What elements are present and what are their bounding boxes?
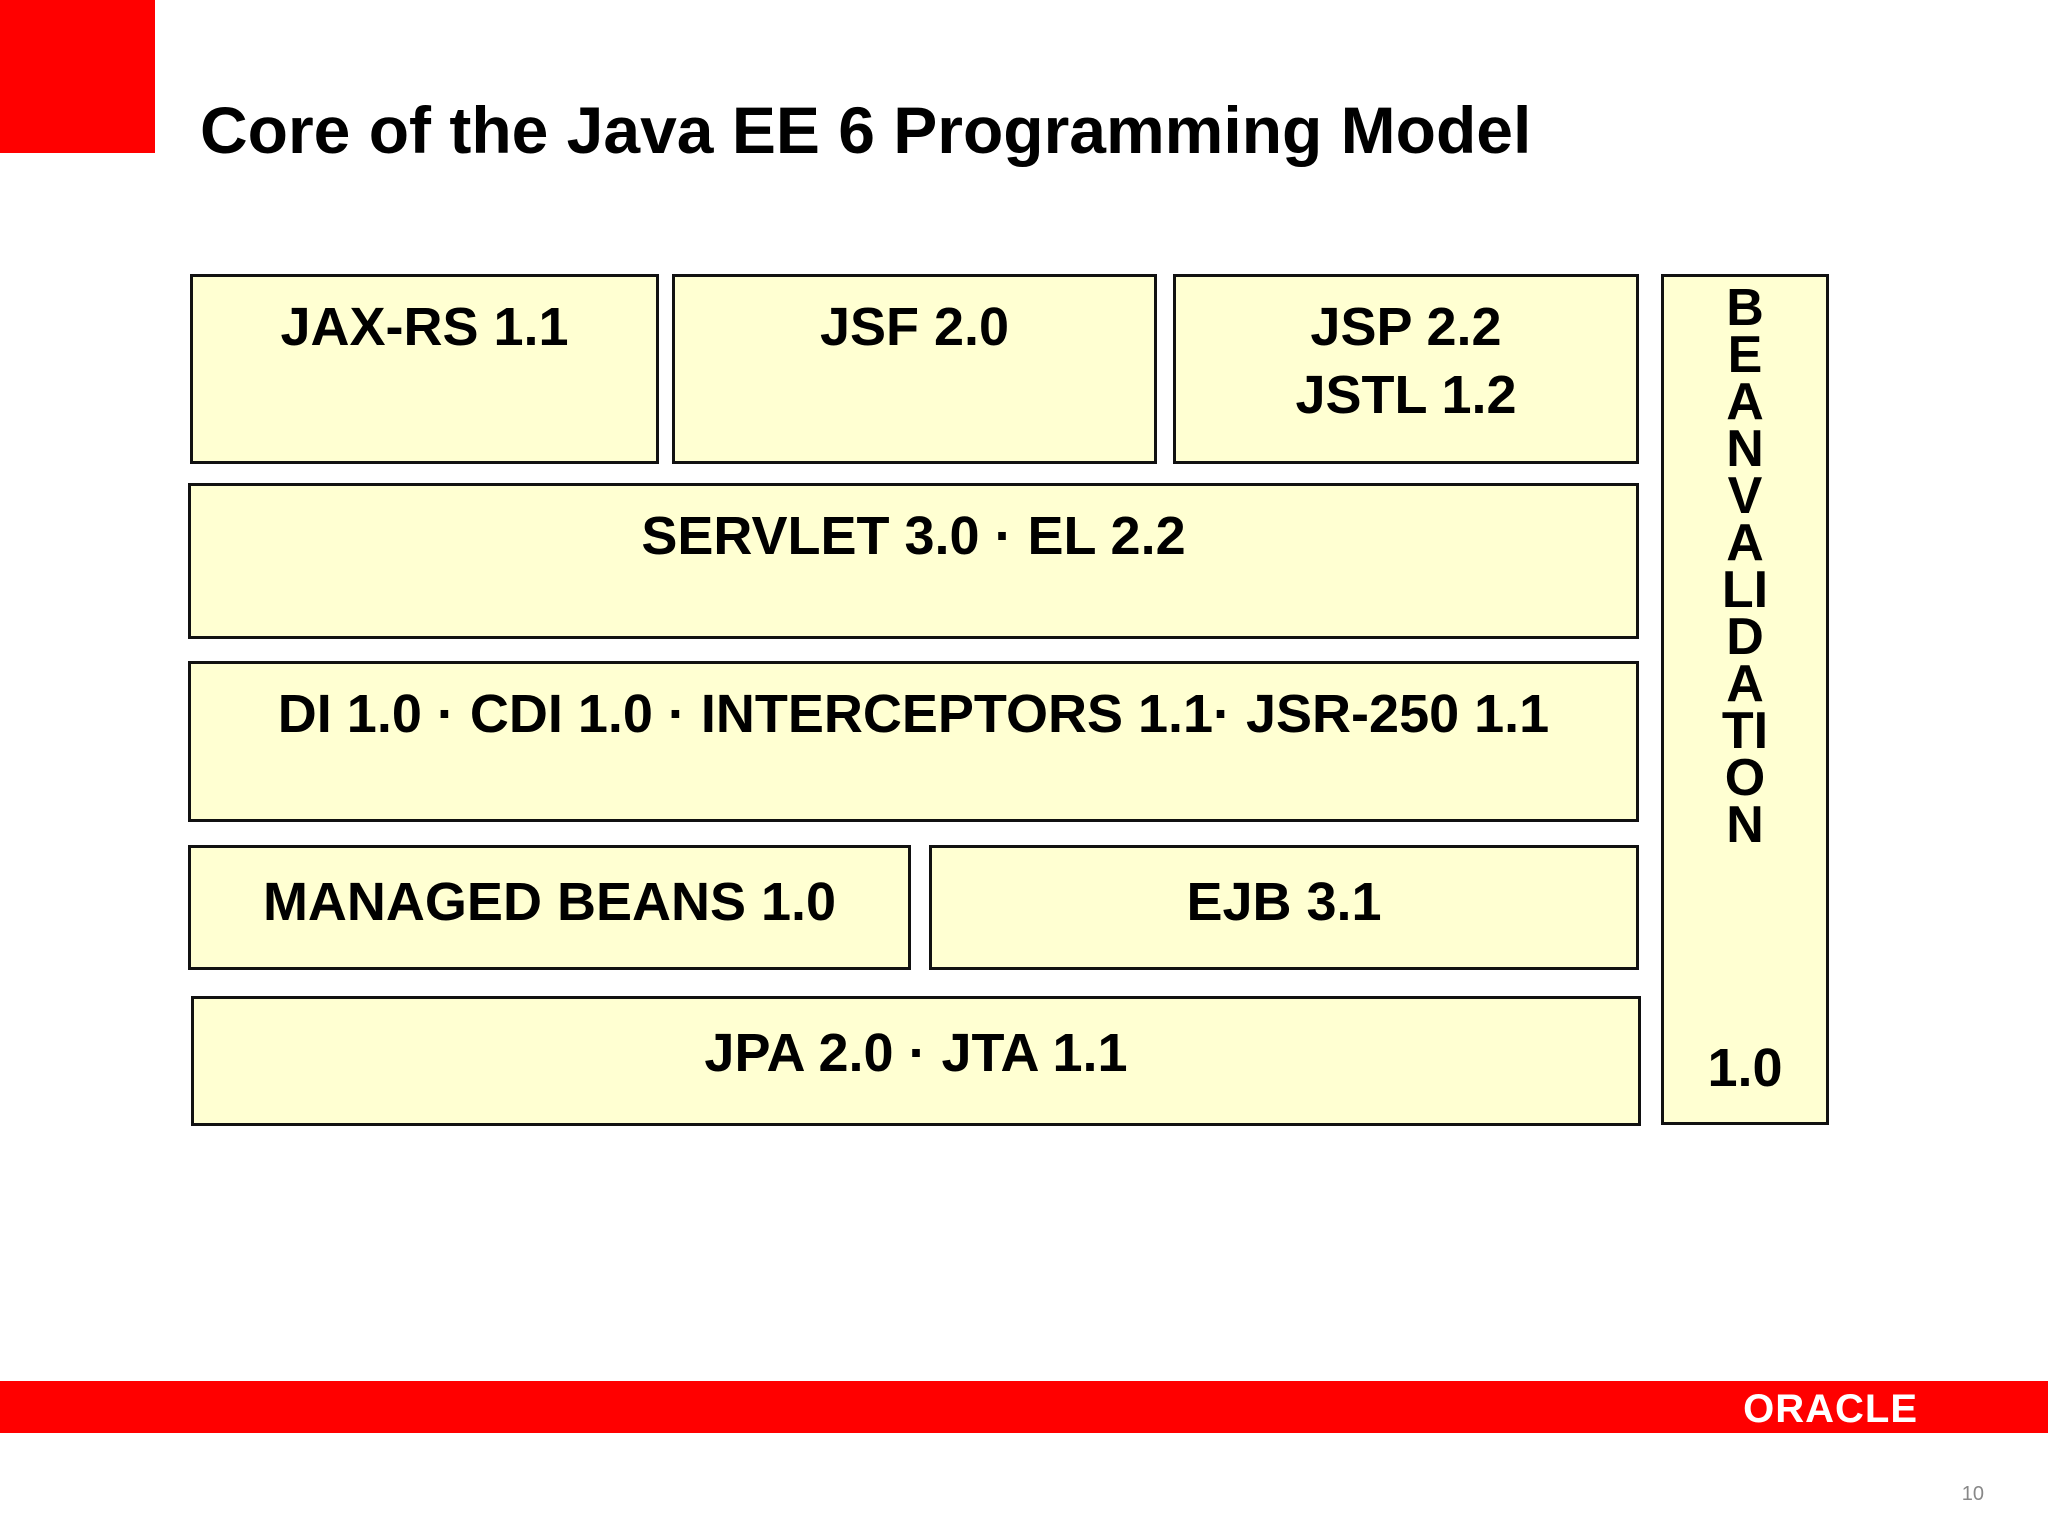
jsp-jstl-box: JSP 2.2 JSTL 1.2	[1173, 274, 1639, 464]
ejb-label: EJB 3.1	[1186, 872, 1382, 932]
jsf-label: JSF 2.0	[819, 297, 1010, 357]
footer-bar: ORACLE	[0, 1381, 2048, 1433]
jsf-box: JSF 2.0	[672, 274, 1157, 464]
jaxrs-box: JAX-RS 1.1	[190, 274, 659, 464]
jstl-label: JSTL 1.2	[1295, 365, 1517, 425]
bean-validation-box: BEAN VALIDATION 1.0	[1661, 274, 1829, 1125]
jaxrs-label: JAX-RS 1.1	[280, 297, 569, 357]
slide-title: Core of the Java EE 6 Programming Model	[200, 93, 1532, 167]
jpa-jta-label: JPA 2.0 · JTA 1.1	[704, 1023, 1128, 1083]
di-cdi-box: DI 1.0 · CDI 1.0 · INTERCEPTORS 1.1· JSR…	[188, 661, 1639, 822]
bean-validation-version: 1.0	[1707, 1038, 1783, 1098]
servlet-el-label: SERVLET 3.0 · EL 2.2	[641, 506, 1186, 566]
page-number: 10	[1961, 1483, 1984, 1505]
managed-beans-box: MANAGED BEANS 1.0	[188, 845, 911, 970]
di-cdi-label: DI 1.0 · CDI 1.0 · INTERCEPTORS 1.1· JSR…	[277, 684, 1550, 744]
red-corner-block	[0, 0, 155, 153]
oracle-logo: ORACLE	[1743, 1387, 1918, 1431]
jsp-label: JSP 2.2	[1310, 297, 1502, 357]
servlet-el-box: SERVLET 3.0 · EL 2.2	[188, 483, 1639, 639]
jpa-jta-box: JPA 2.0 · JTA 1.1	[191, 996, 1641, 1126]
ejb-box: EJB 3.1	[929, 845, 1639, 970]
bean-validation-label: BEAN VALIDATION	[1721, 279, 1779, 854]
managed-beans-label: MANAGED BEANS 1.0	[262, 872, 837, 932]
